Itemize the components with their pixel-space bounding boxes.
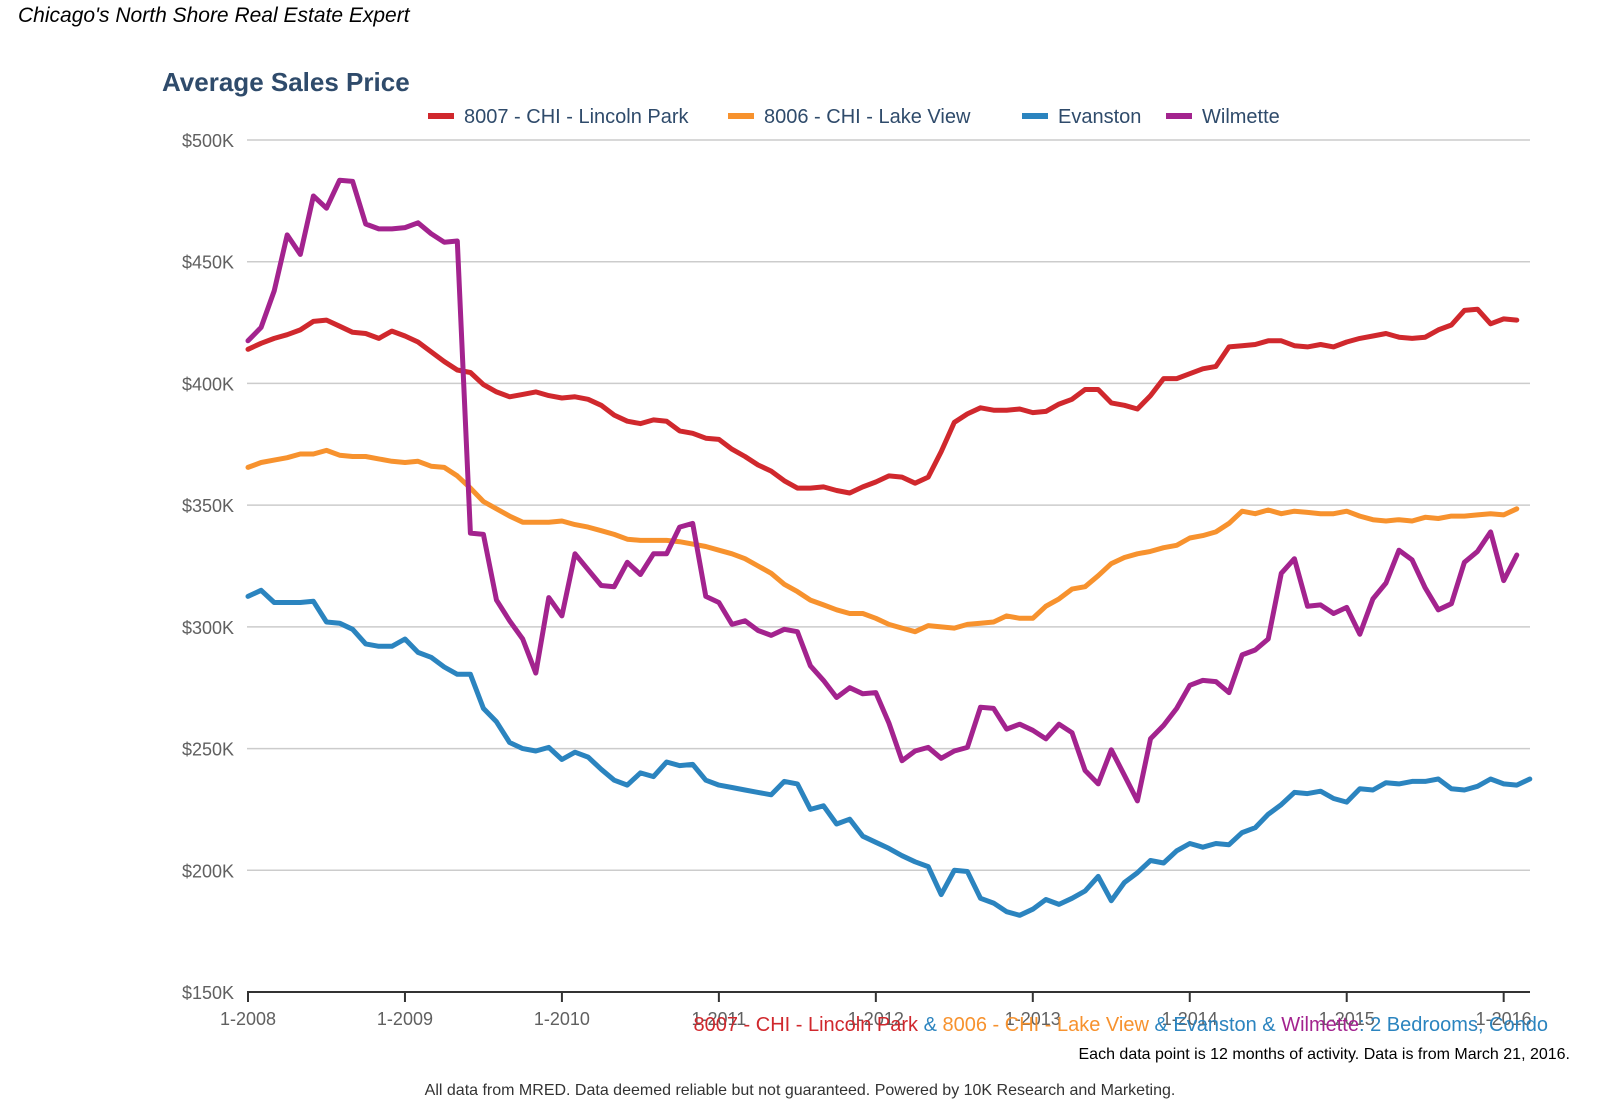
y-tick-label: $200K: [182, 861, 234, 881]
x-tick-label: 1-2015: [1319, 1009, 1375, 1029]
x-tick-label: 1-2016: [1476, 1009, 1532, 1029]
subtitle-part: & Evanston &: [1148, 1014, 1282, 1036]
y-tick-label: $450K: [182, 253, 234, 273]
subtitle-part: : 2 Bedrooms, Condo: [1359, 1014, 1548, 1036]
x-tick-label: 1-2008: [220, 1009, 276, 1029]
x-tick-label: 1-2011: [692, 1009, 747, 1029]
chart-gridlines: [247, 139, 1530, 872]
subtitle-part: &: [918, 1014, 943, 1036]
series-line-wilmette: [245, 177, 1520, 804]
chart-legend: 8007 - CHI - Lincoln Park 8006 - CHI - La…: [428, 106, 1280, 128]
subtitle-part: 8007 - CHI - Lincoln Park: [693, 1014, 919, 1036]
y-tick-label: $350K: [182, 496, 234, 516]
subtitle-part: 8006 - CHI - Lake View: [942, 1014, 1149, 1036]
legend-label: 8006 - CHI - Lake View: [764, 106, 971, 128]
series-line-evanston: [245, 587, 1533, 918]
legend-label: Evanston: [1058, 106, 1141, 128]
legend-swatch: [1022, 113, 1048, 119]
legend-label: Wilmette: [1202, 106, 1280, 128]
series-line-8007-chi-lincoln-park: [245, 306, 1520, 496]
y-tick-label: $250K: [182, 740, 234, 760]
x-axis: 1-2008 1-2009 1-2010 1-2011 1-2012 1-2013 1-20…: [220, 991, 1532, 1029]
legend-swatch: [428, 113, 454, 119]
legend-label: 8007 - CHI - Lincoln Park: [464, 106, 690, 128]
y-axis: $150K $200K $250K $300K $350K $400K $450K $500K: [182, 131, 234, 1003]
subtitle-part: Wilmette: [1281, 1014, 1359, 1036]
legend-swatch: [1166, 113, 1192, 119]
series-line-8006-chi-lake-view: [245, 447, 1520, 635]
chart-subtitle: 8007 - CHI - Lincoln Park & 8006 - CHI -…: [694, 1014, 1549, 1037]
chart-series: [245, 177, 1533, 918]
x-tick-label: 1-2014: [1162, 1009, 1218, 1029]
x-tick-label: 1-2009: [377, 1009, 433, 1029]
x-tick-label: 1-2012: [848, 1009, 904, 1029]
x-tick-label: 1-2013: [1005, 1009, 1061, 1029]
footer-disclaimer: All data from MRED. Data deemed reliable…: [424, 1082, 1176, 1099]
y-tick-label: $400K: [182, 374, 234, 394]
y-tick-label: $150K: [182, 983, 234, 1003]
chart-title: Average Sales Price: [162, 67, 410, 97]
legend-swatch: [728, 113, 754, 119]
y-tick-label: $300K: [182, 618, 234, 638]
x-tick-label: 1-2010: [534, 1009, 590, 1029]
y-tick-label: $500K: [182, 131, 234, 151]
brand-tagline: Chicago's North Shore Real Estate Expert: [18, 4, 410, 27]
data-note: Each data point is 12 months of activity…: [1078, 1046, 1571, 1063]
